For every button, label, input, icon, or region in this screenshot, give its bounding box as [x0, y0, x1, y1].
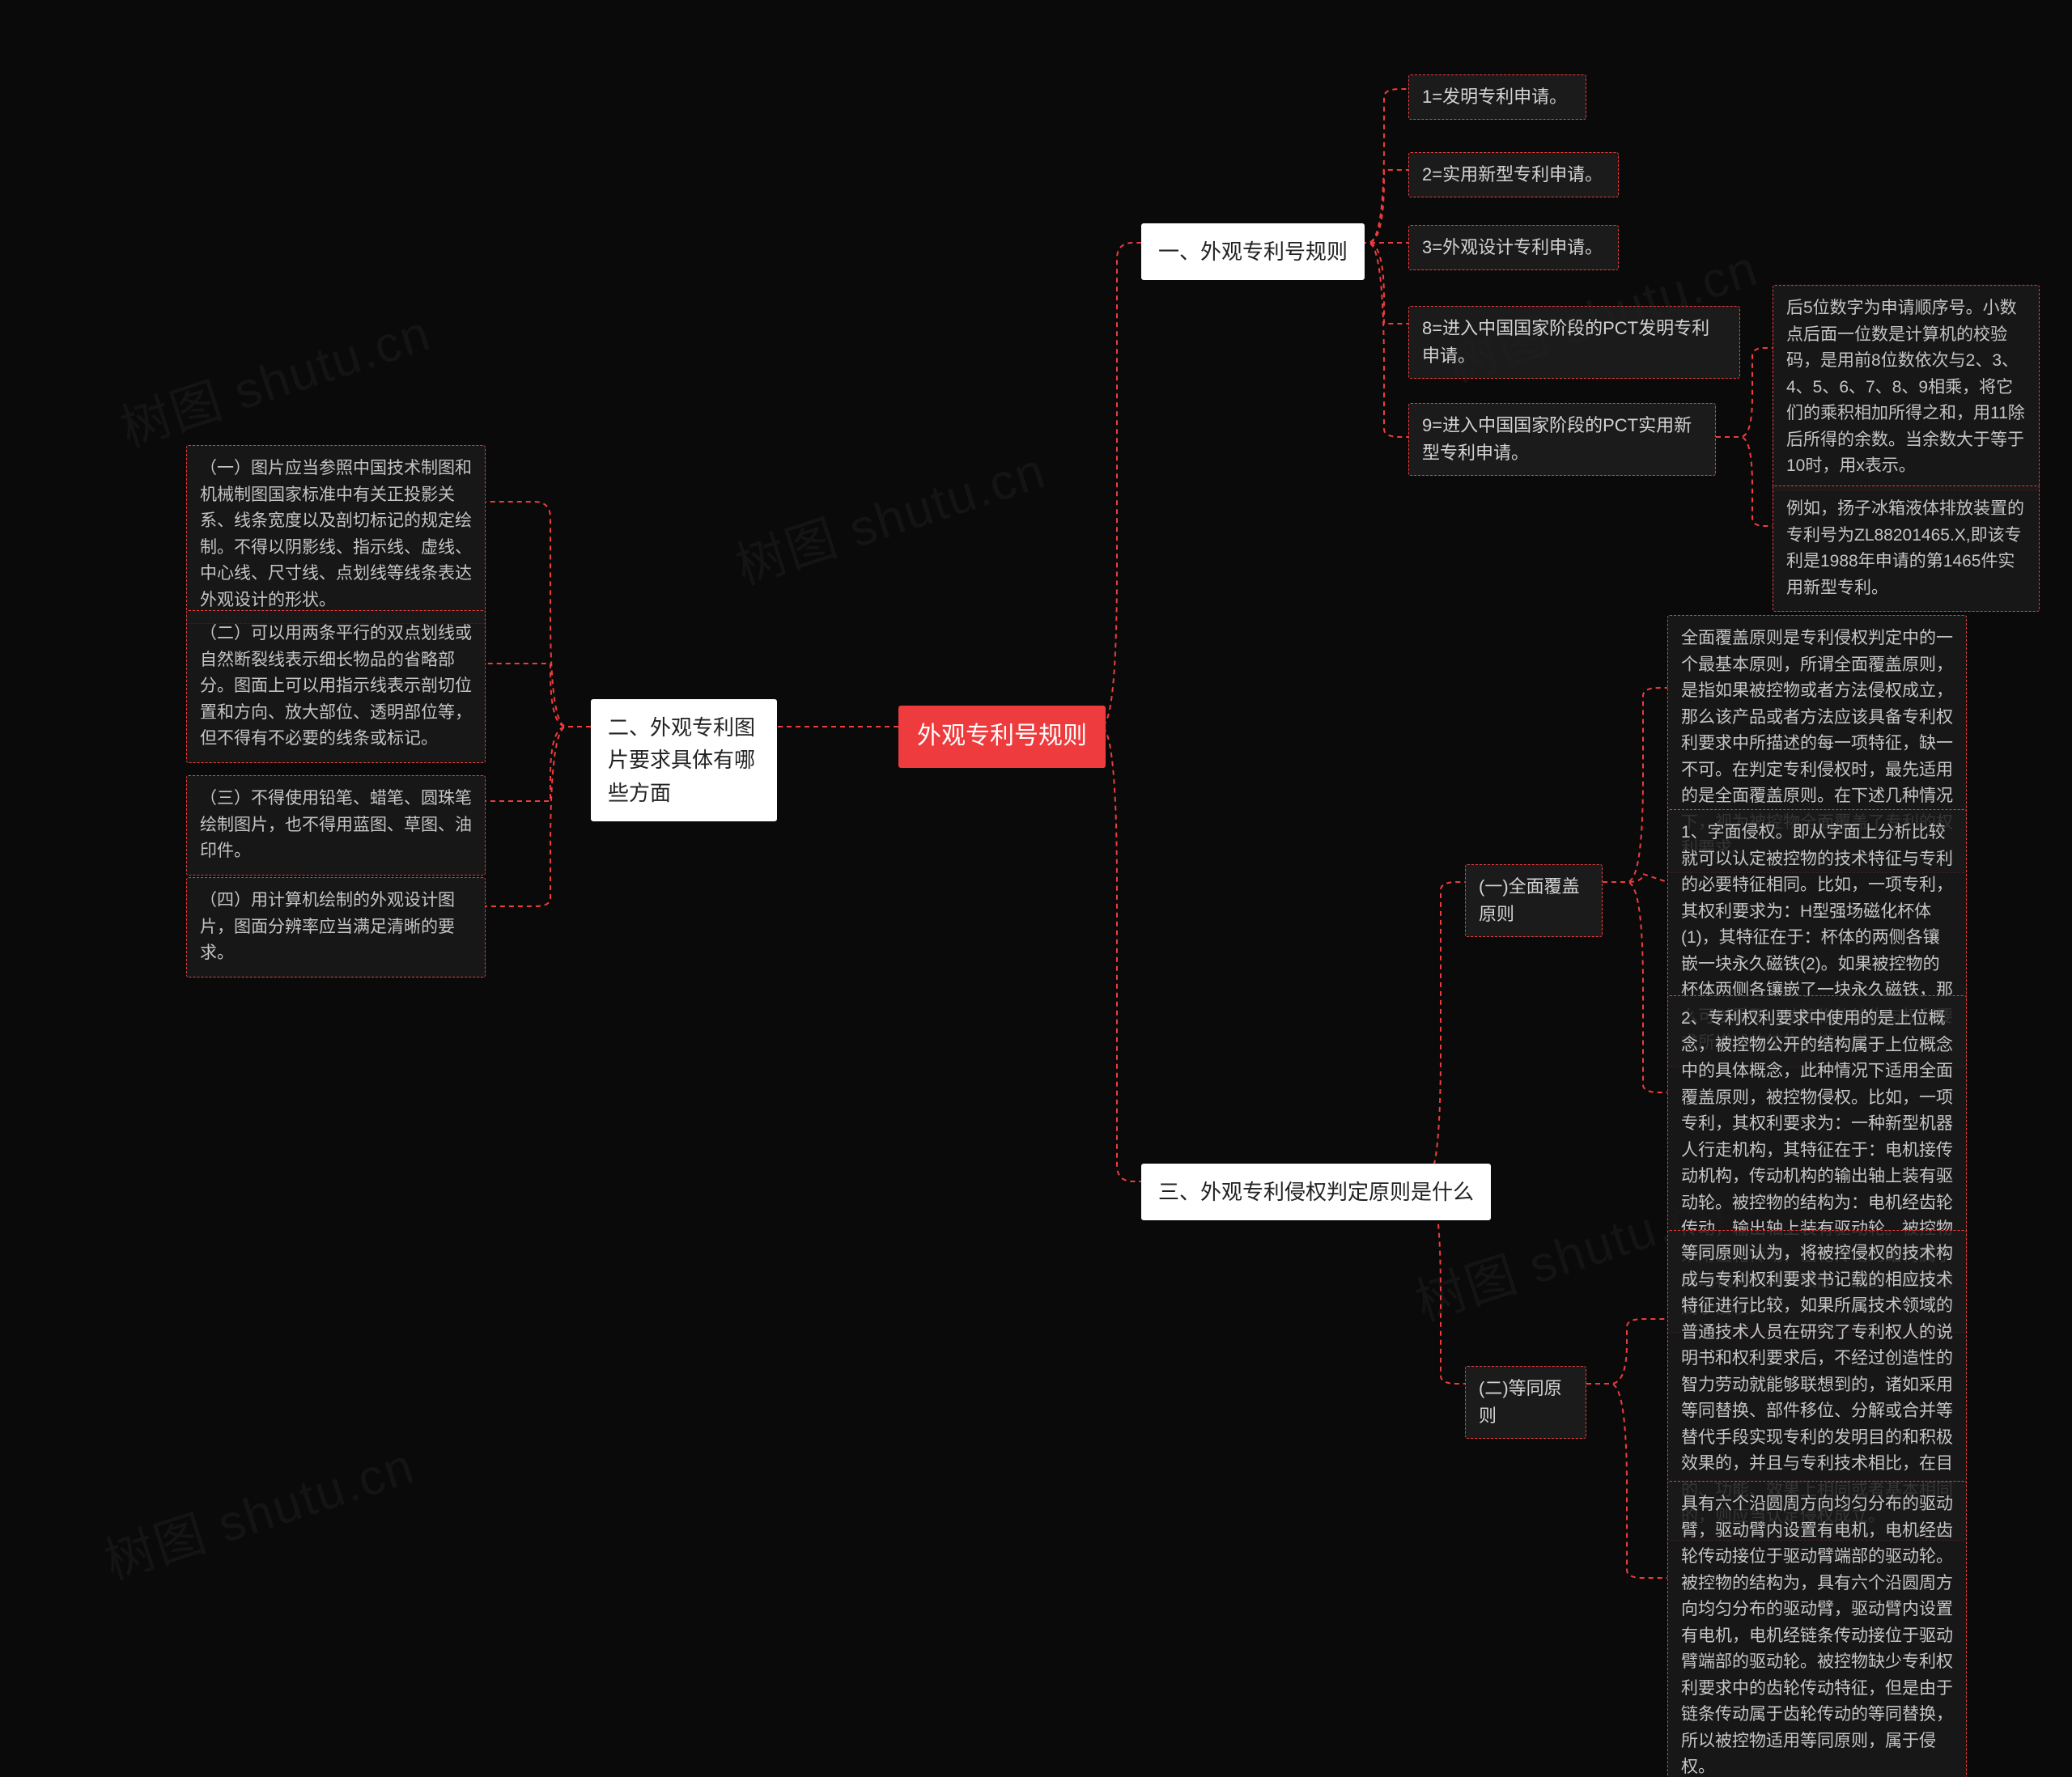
infr-sub-1[interactable]: (一)全面覆盖原则: [1465, 864, 1603, 937]
rule-2[interactable]: 2=实用新型专利申请。: [1408, 152, 1619, 197]
pic-req-4[interactable]: （四）用计算机绘制的外观设计图片，图面分辨率应当满足清晰的要求。: [186, 877, 486, 978]
rule-3[interactable]: 3=外观设计专利申请。: [1408, 225, 1619, 270]
rule-9-detail-a[interactable]: 后5位数字为申请顺序号。小数点后面一位数是计算机的校验码，是用前8位数依次与2、…: [1773, 285, 2040, 490]
branch-pics[interactable]: 二、外观专利图片要求具体有哪些方面: [591, 699, 777, 821]
infr-2-leaf-b[interactable]: 具有六个沿圆周方向均匀分布的驱动臂，驱动臂内设置有电机，电机经齿轮传动接位于驱动…: [1667, 1481, 1967, 1777]
root-node[interactable]: 外观专利号规则: [898, 706, 1106, 768]
mindmap-canvas: 树图 shutu.cn 树图 shutu.cn 树图 shutu.cn 树图 s…: [0, 0, 2072, 1777]
watermark: 树图 shutu.cn: [725, 430, 1054, 598]
rule-9-detail-b[interactable]: 例如，扬子冰箱液体排放装置的专利号为ZL88201465.X,即该专利是1988…: [1773, 486, 2040, 612]
pic-req-2[interactable]: （二）可以用两条平行的双点划线或自然断裂线表示细长物品的省略部分。图面上可以用指…: [186, 610, 486, 763]
pic-req-1[interactable]: （一）图片应当参照中国技术制图和机械制图国家标准中有关正投影关系、线条宽度以及剖…: [186, 445, 486, 624]
rule-9[interactable]: 9=进入中国国家阶段的PCT实用新型专利申请。: [1408, 403, 1716, 476]
branch-rules[interactable]: 一、外观专利号规则: [1141, 223, 1365, 280]
branch-infringement[interactable]: 三、外观专利侵权判定原则是什么: [1141, 1164, 1491, 1220]
rule-8[interactable]: 8=进入中国国家阶段的PCT发明专利申请。: [1408, 306, 1740, 379]
watermark: 树图 shutu.cn: [110, 292, 439, 460]
infr-sub-2[interactable]: (二)等同原则: [1465, 1366, 1586, 1439]
watermark: 树图 shutu.cn: [94, 1425, 422, 1593]
rule-1[interactable]: 1=发明专利申请。: [1408, 74, 1586, 120]
pic-req-3[interactable]: （三）不得使用铅笔、蜡笔、圆珠笔绘制图片，也不得用蓝图、草图、油印件。: [186, 775, 486, 876]
